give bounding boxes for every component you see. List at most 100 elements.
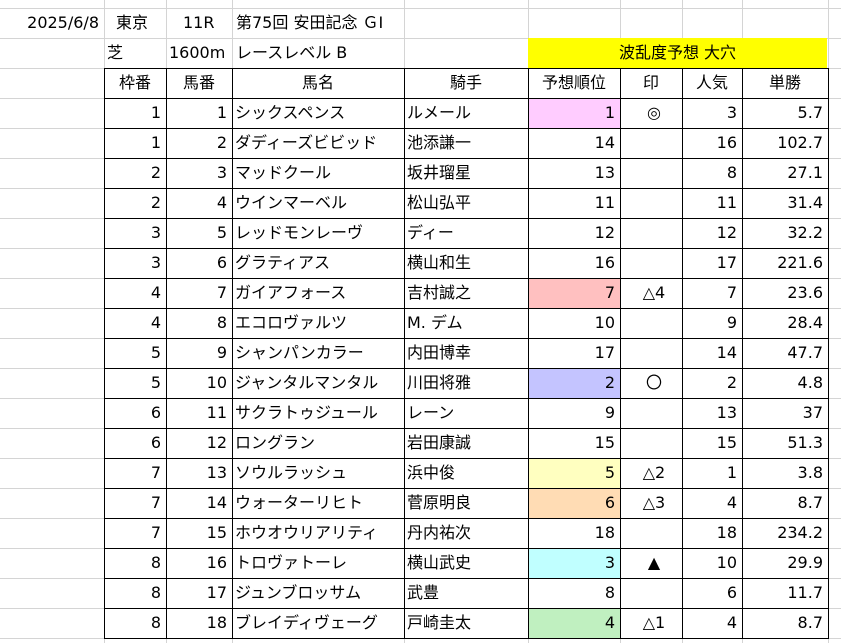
jockey-cell[interactable]: ルメール <box>407 103 472 122</box>
waku-cell[interactable]: 4 <box>150 313 161 332</box>
odds-cell[interactable]: 102.7 <box>777 133 823 152</box>
header-horse-name[interactable]: 馬名 <box>301 73 334 92</box>
popularity-cell[interactable]: 15 <box>716 433 737 452</box>
odds-cell[interactable]: 27.1 <box>787 163 823 182</box>
jockey-cell[interactable]: 川田将雅 <box>407 373 472 392</box>
rank-cell[interactable]: 2 <box>528 368 620 398</box>
rank-cell[interactable]: 16 <box>594 253 615 272</box>
odds-cell[interactable]: 32.2 <box>787 223 823 242</box>
rank-cell[interactable]: 9 <box>604 403 615 422</box>
uma-cell[interactable]: 10 <box>206 373 227 392</box>
jockey-cell[interactable]: 戸崎圭太 <box>407 613 472 632</box>
rank-cell[interactable]: 13 <box>594 163 615 182</box>
waku-cell[interactable]: 7 <box>150 463 161 482</box>
mark-cell[interactable]: △3 <box>642 493 666 512</box>
waku-cell[interactable]: 2 <box>150 193 161 212</box>
horse-name-cell[interactable]: マッドクール <box>235 163 332 182</box>
horse-name-cell[interactable]: トロヴァトーレ <box>235 553 348 572</box>
popularity-cell[interactable]: 16 <box>716 133 737 152</box>
uma-cell[interactable]: 17 <box>206 583 227 602</box>
horse-name-cell[interactable]: サクラトゥジュール <box>235 403 378 422</box>
race-number[interactable]: 11R <box>183 13 215 32</box>
race-surface[interactable]: 芝 <box>107 43 124 62</box>
popularity-cell[interactable]: 17 <box>716 253 737 272</box>
jockey-cell[interactable]: 横山武史 <box>407 553 472 572</box>
odds-cell[interactable]: 8.7 <box>797 493 823 512</box>
header-popularity[interactable]: 人気 <box>695 73 728 92</box>
jockey-cell[interactable]: 丹内祐次 <box>407 523 472 542</box>
horse-name-cell[interactable]: シャンパンカラー <box>235 343 364 362</box>
jockey-cell[interactable]: ディー <box>407 223 454 242</box>
odds-cell[interactable]: 47.7 <box>787 343 823 362</box>
rank-cell[interactable]: 4 <box>528 608 620 638</box>
popularity-cell[interactable]: 3 <box>726 103 737 122</box>
mark-cell[interactable] <box>620 428 682 458</box>
uma-cell[interactable]: 16 <box>206 553 227 572</box>
uma-cell[interactable]: 11 <box>206 403 227 422</box>
uma-cell[interactable]: 8 <box>216 313 227 332</box>
jockey-cell[interactable]: 池添謙一 <box>407 133 472 152</box>
jockey-cell[interactable]: 松山弘平 <box>407 193 472 212</box>
waku-cell[interactable]: 3 <box>150 223 161 242</box>
horse-name-cell[interactable]: ウインマーベル <box>235 193 348 212</box>
race-distance[interactable]: 1600m <box>169 43 226 62</box>
popularity-cell[interactable]: 11 <box>716 193 737 212</box>
uma-cell[interactable]: 12 <box>206 433 227 452</box>
jockey-cell[interactable]: 岩田康誠 <box>407 433 472 452</box>
popularity-cell[interactable]: 7 <box>726 283 737 302</box>
horse-name-cell[interactable]: ガイアフォース <box>235 283 347 302</box>
popularity-cell[interactable]: 4 <box>726 613 737 632</box>
rank-cell[interactable]: 5 <box>528 458 620 488</box>
popularity-cell[interactable]: 18 <box>716 523 737 542</box>
popularity-cell[interactable]: 12 <box>716 223 737 242</box>
uma-cell[interactable]: 5 <box>216 223 227 242</box>
odds-cell[interactable]: 5.7 <box>797 103 823 122</box>
odds-cell[interactable]: 37 <box>802 403 823 422</box>
mark-cell[interactable] <box>620 338 682 368</box>
horse-name-cell[interactable]: ウォーターリヒト <box>235 493 364 512</box>
uma-cell[interactable]: 9 <box>216 343 227 362</box>
popularity-cell[interactable]: 13 <box>716 403 737 422</box>
waku-cell[interactable]: 5 <box>150 373 161 392</box>
horse-name-cell[interactable]: エコロヴァルツ <box>235 313 348 332</box>
rank-cell[interactable]: 11 <box>594 193 615 212</box>
mark-cell[interactable] <box>620 248 682 278</box>
jockey-cell[interactable]: 浜中俊 <box>407 463 456 482</box>
uma-cell[interactable]: 6 <box>216 253 227 272</box>
horse-name-cell[interactable]: ホウオウリアリティ <box>235 523 379 542</box>
mark-cell[interactable]: ▲ <box>647 553 661 572</box>
rank-cell[interactable]: 6 <box>528 488 620 518</box>
mark-cell[interactable]: △4 <box>642 283 666 302</box>
race-date[interactable]: 2025/6/8 <box>27 13 99 32</box>
waku-cell[interactable]: 2 <box>150 163 161 182</box>
horse-name-cell[interactable]: ソウルラッシュ <box>235 463 348 482</box>
rank-cell[interactable]: 8 <box>604 583 615 602</box>
popularity-cell[interactable]: 14 <box>716 343 737 362</box>
uma-cell[interactable]: 15 <box>206 523 227 542</box>
horse-name-cell[interactable]: ダディーズビビッド <box>235 133 378 152</box>
waku-cell[interactable]: 8 <box>150 583 161 602</box>
uma-cell[interactable]: 18 <box>206 613 227 632</box>
race-name[interactable]: 第75回 安田記念 ＧⅠ <box>236 13 384 32</box>
horse-name-cell[interactable]: レッドモンレーヴ <box>235 223 364 242</box>
rank-cell[interactable]: 14 <box>594 133 615 152</box>
jockey-cell[interactable]: 武豊 <box>407 583 440 602</box>
rank-cell[interactable]: 18 <box>594 523 615 542</box>
header-odds[interactable]: 単勝 <box>768 73 801 92</box>
mark-cell[interactable] <box>620 518 682 548</box>
waku-cell[interactable]: 7 <box>150 493 161 512</box>
odds-cell[interactable]: 221.6 <box>777 253 823 272</box>
uma-cell[interactable]: 1 <box>216 103 227 122</box>
horse-name-cell[interactable]: シックスペンス <box>235 103 346 122</box>
rank-cell[interactable]: 1 <box>528 98 620 128</box>
popularity-cell[interactable]: 9 <box>726 313 737 332</box>
odds-cell[interactable]: 29.9 <box>787 553 823 572</box>
mark-cell[interactable]: △2 <box>642 463 666 482</box>
horse-name-cell[interactable]: ジャンタルマンタル <box>235 373 379 392</box>
popularity-cell[interactable]: 8 <box>726 163 737 182</box>
waku-cell[interactable]: 3 <box>150 253 161 272</box>
mark-cell[interactable]: 〇 <box>645 373 662 392</box>
mark-cell[interactable] <box>620 128 682 158</box>
mark-cell[interactable]: △1 <box>642 613 666 632</box>
mark-cell[interactable] <box>620 308 682 338</box>
